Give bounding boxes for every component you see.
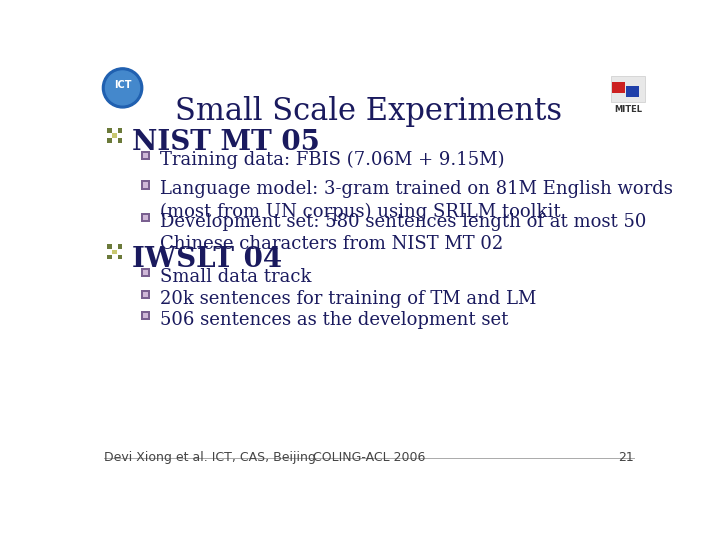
Text: 506 sentences as the development set: 506 sentences as the development set — [160, 311, 508, 329]
Bar — [141, 268, 150, 278]
Text: Training data: FBIS (7.06M + 9.15M): Training data: FBIS (7.06M + 9.15M) — [160, 151, 504, 170]
Bar — [107, 249, 112, 254]
Text: Development set: 580 sentences length of at most 50
Chinese characters from NIST: Development set: 580 sentences length of… — [160, 213, 646, 253]
Bar — [117, 249, 122, 254]
Text: IWSLT 04: IWSLT 04 — [132, 246, 282, 273]
Bar — [143, 270, 148, 275]
Bar — [107, 128, 112, 133]
Bar — [112, 128, 117, 133]
Text: 21: 21 — [618, 451, 634, 464]
Circle shape — [106, 71, 140, 105]
Bar — [107, 245, 112, 249]
Bar — [107, 133, 112, 138]
Text: Small Scale Experiments: Small Scale Experiments — [176, 96, 562, 126]
Bar — [612, 82, 625, 92]
Text: 20k sentences for training of TM and LM: 20k sentences for training of TM and LM — [160, 289, 536, 308]
Bar — [107, 255, 112, 259]
Text: Small data track: Small data track — [160, 268, 311, 286]
Bar — [141, 213, 150, 222]
Bar — [117, 255, 122, 259]
Bar — [112, 245, 117, 249]
Bar — [112, 133, 117, 138]
Text: MITEL: MITEL — [614, 105, 642, 114]
Bar — [112, 138, 117, 143]
Text: Devi Xiong et al. ICT, CAS, Beijing: Devi Xiong et al. ICT, CAS, Beijing — [104, 451, 316, 464]
Circle shape — [102, 68, 143, 108]
Bar — [143, 292, 148, 297]
Bar — [611, 76, 645, 102]
Bar — [117, 128, 122, 133]
Text: Language model: 3-gram trained on 81M English words
(most from UN corpus) using : Language model: 3-gram trained on 81M En… — [160, 180, 672, 221]
Bar — [117, 245, 122, 249]
Bar — [141, 180, 150, 190]
Bar — [626, 86, 639, 97]
Bar — [107, 138, 112, 143]
Bar — [112, 249, 117, 254]
Bar — [117, 133, 122, 138]
Text: ICT: ICT — [114, 80, 131, 90]
Bar — [143, 215, 148, 220]
Bar — [143, 183, 148, 187]
Bar — [112, 255, 117, 259]
Text: COLING-ACL 2006: COLING-ACL 2006 — [312, 451, 426, 464]
Bar — [143, 313, 148, 319]
Bar — [141, 151, 150, 160]
Bar — [143, 153, 148, 158]
Bar — [141, 311, 150, 320]
Bar — [141, 289, 150, 299]
Text: NIST MT 05: NIST MT 05 — [132, 130, 320, 157]
Bar — [117, 138, 122, 143]
